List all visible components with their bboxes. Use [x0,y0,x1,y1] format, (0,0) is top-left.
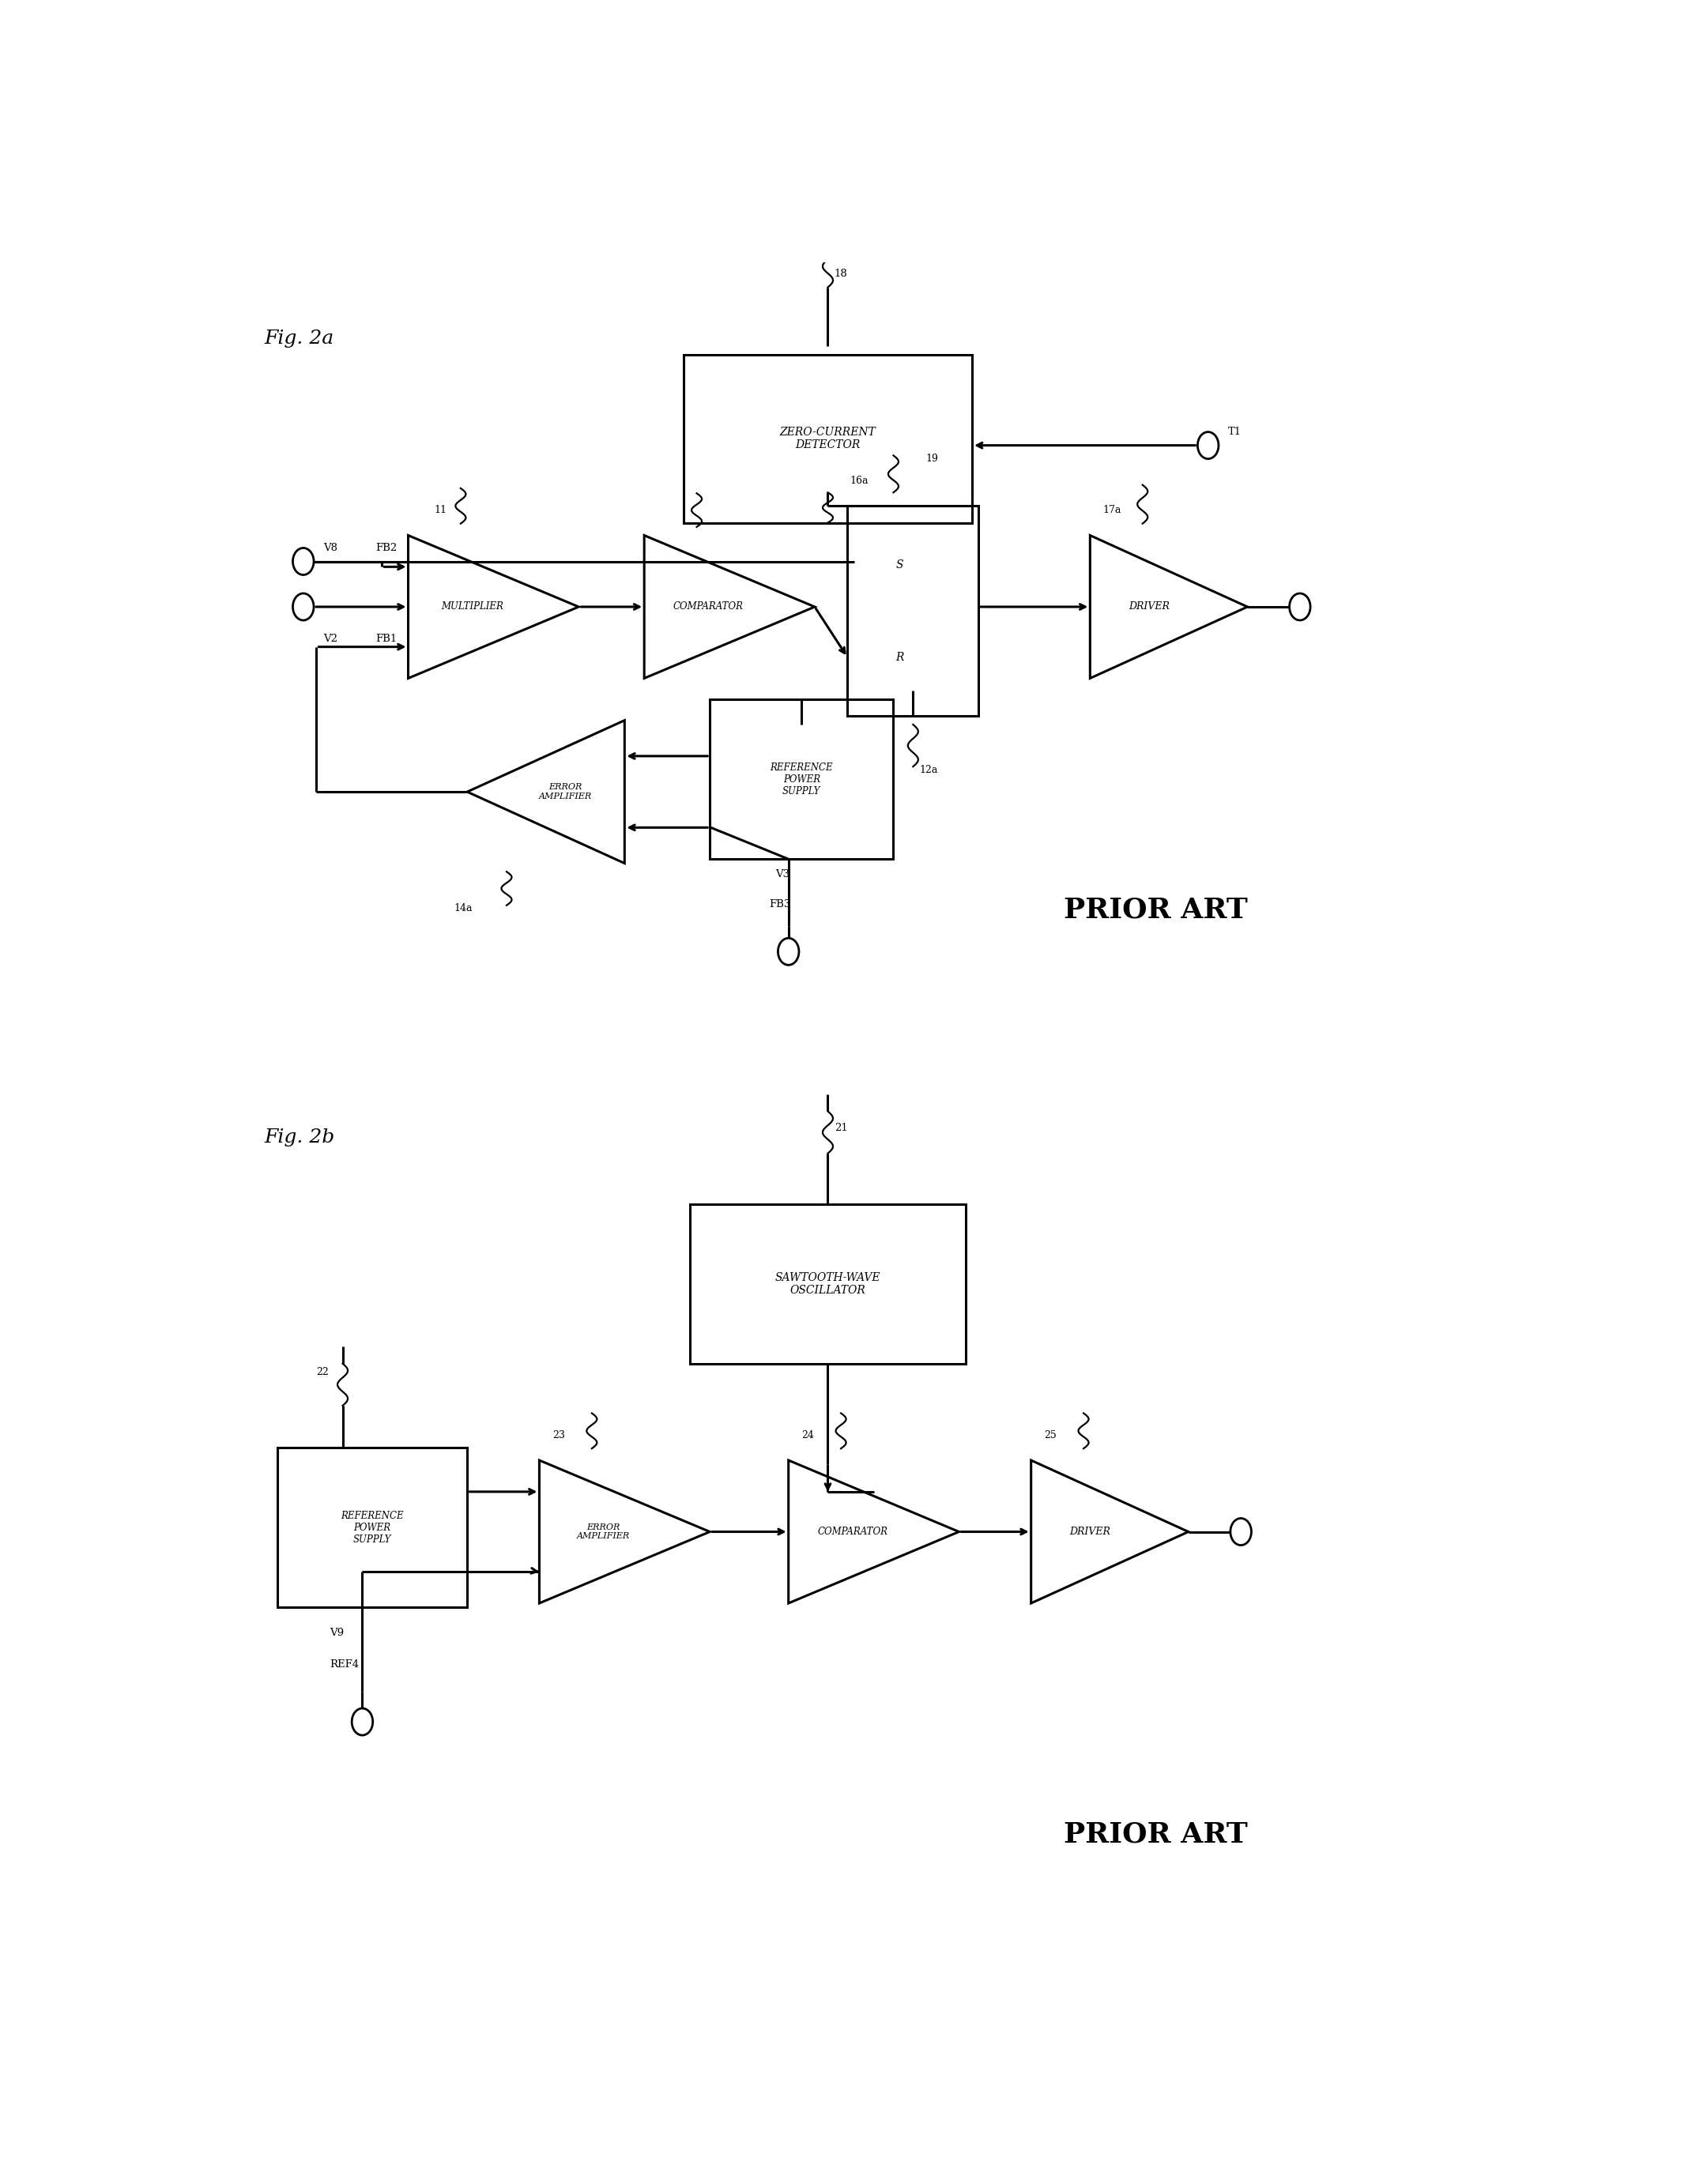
Text: PRIOR ART: PRIOR ART [1064,895,1247,924]
Text: 22: 22 [316,1367,328,1378]
Text: T1: T1 [1228,426,1242,437]
Text: R: R [895,651,904,662]
Text: REFERENCE
POWER
SUPPLY: REFERENCE POWER SUPPLY [340,1511,404,1544]
Circle shape [293,548,313,574]
Text: S: S [897,559,904,570]
Circle shape [352,1708,372,1736]
Text: COMPARATOR: COMPARATOR [673,601,743,612]
Bar [848,507,978,716]
Circle shape [1198,432,1218,459]
Text: ERROR
AMPLIFIER: ERROR AMPLIFIER [540,784,592,799]
Text: 19: 19 [926,454,939,463]
Text: 12a: 12a [920,764,937,775]
Text: V8: V8 [323,544,337,553]
Text: 14a: 14a [453,904,472,913]
Text: ERROR
AMPLIFIER: ERROR AMPLIFIER [577,1522,629,1540]
Text: FB1: FB1 [376,633,398,644]
Text: V3: V3 [775,869,790,880]
Text: COMPARATOR: COMPARATOR [817,1527,888,1538]
Text: REF4: REF4 [330,1660,359,1669]
Text: 11: 11 [435,505,447,515]
Text: V9: V9 [330,1627,343,1638]
Text: PRIOR ART: PRIOR ART [1064,1821,1247,1848]
Text: 17a: 17a [1103,505,1122,515]
Text: 24: 24 [802,1431,814,1439]
Text: 18: 18 [834,269,848,280]
Text: DRIVER: DRIVER [1129,601,1169,612]
Text: SAWTOOTH-WAVE
OSCILLATOR: SAWTOOTH-WAVE OSCILLATOR [775,1271,880,1295]
Bar [690,1203,966,1363]
Text: 21: 21 [834,1123,848,1133]
Circle shape [1230,1518,1252,1546]
Text: V2: V2 [323,633,337,644]
Text: 16a: 16a [849,476,868,485]
Circle shape [293,594,313,620]
Text: ZERO-CURRENT
DETECTOR: ZERO-CURRENT DETECTOR [780,426,876,450]
Text: Fig. 2a: Fig. 2a [264,330,333,347]
Text: FB2: FB2 [376,544,398,553]
Text: 23: 23 [552,1431,565,1439]
Text: 25: 25 [1044,1431,1056,1439]
Bar [277,1448,467,1607]
Bar [684,354,971,522]
Text: MULTIPLIER: MULTIPLIER [442,601,503,612]
Circle shape [778,939,799,965]
Text: FB3: FB3 [768,900,790,909]
Text: Fig. 2b: Fig. 2b [264,1129,335,1147]
Bar [711,699,893,858]
Text: DRIVER: DRIVER [1069,1527,1110,1538]
Text: REFERENCE
POWER
SUPPLY: REFERENCE POWER SUPPLY [770,762,832,797]
Circle shape [1289,594,1310,620]
